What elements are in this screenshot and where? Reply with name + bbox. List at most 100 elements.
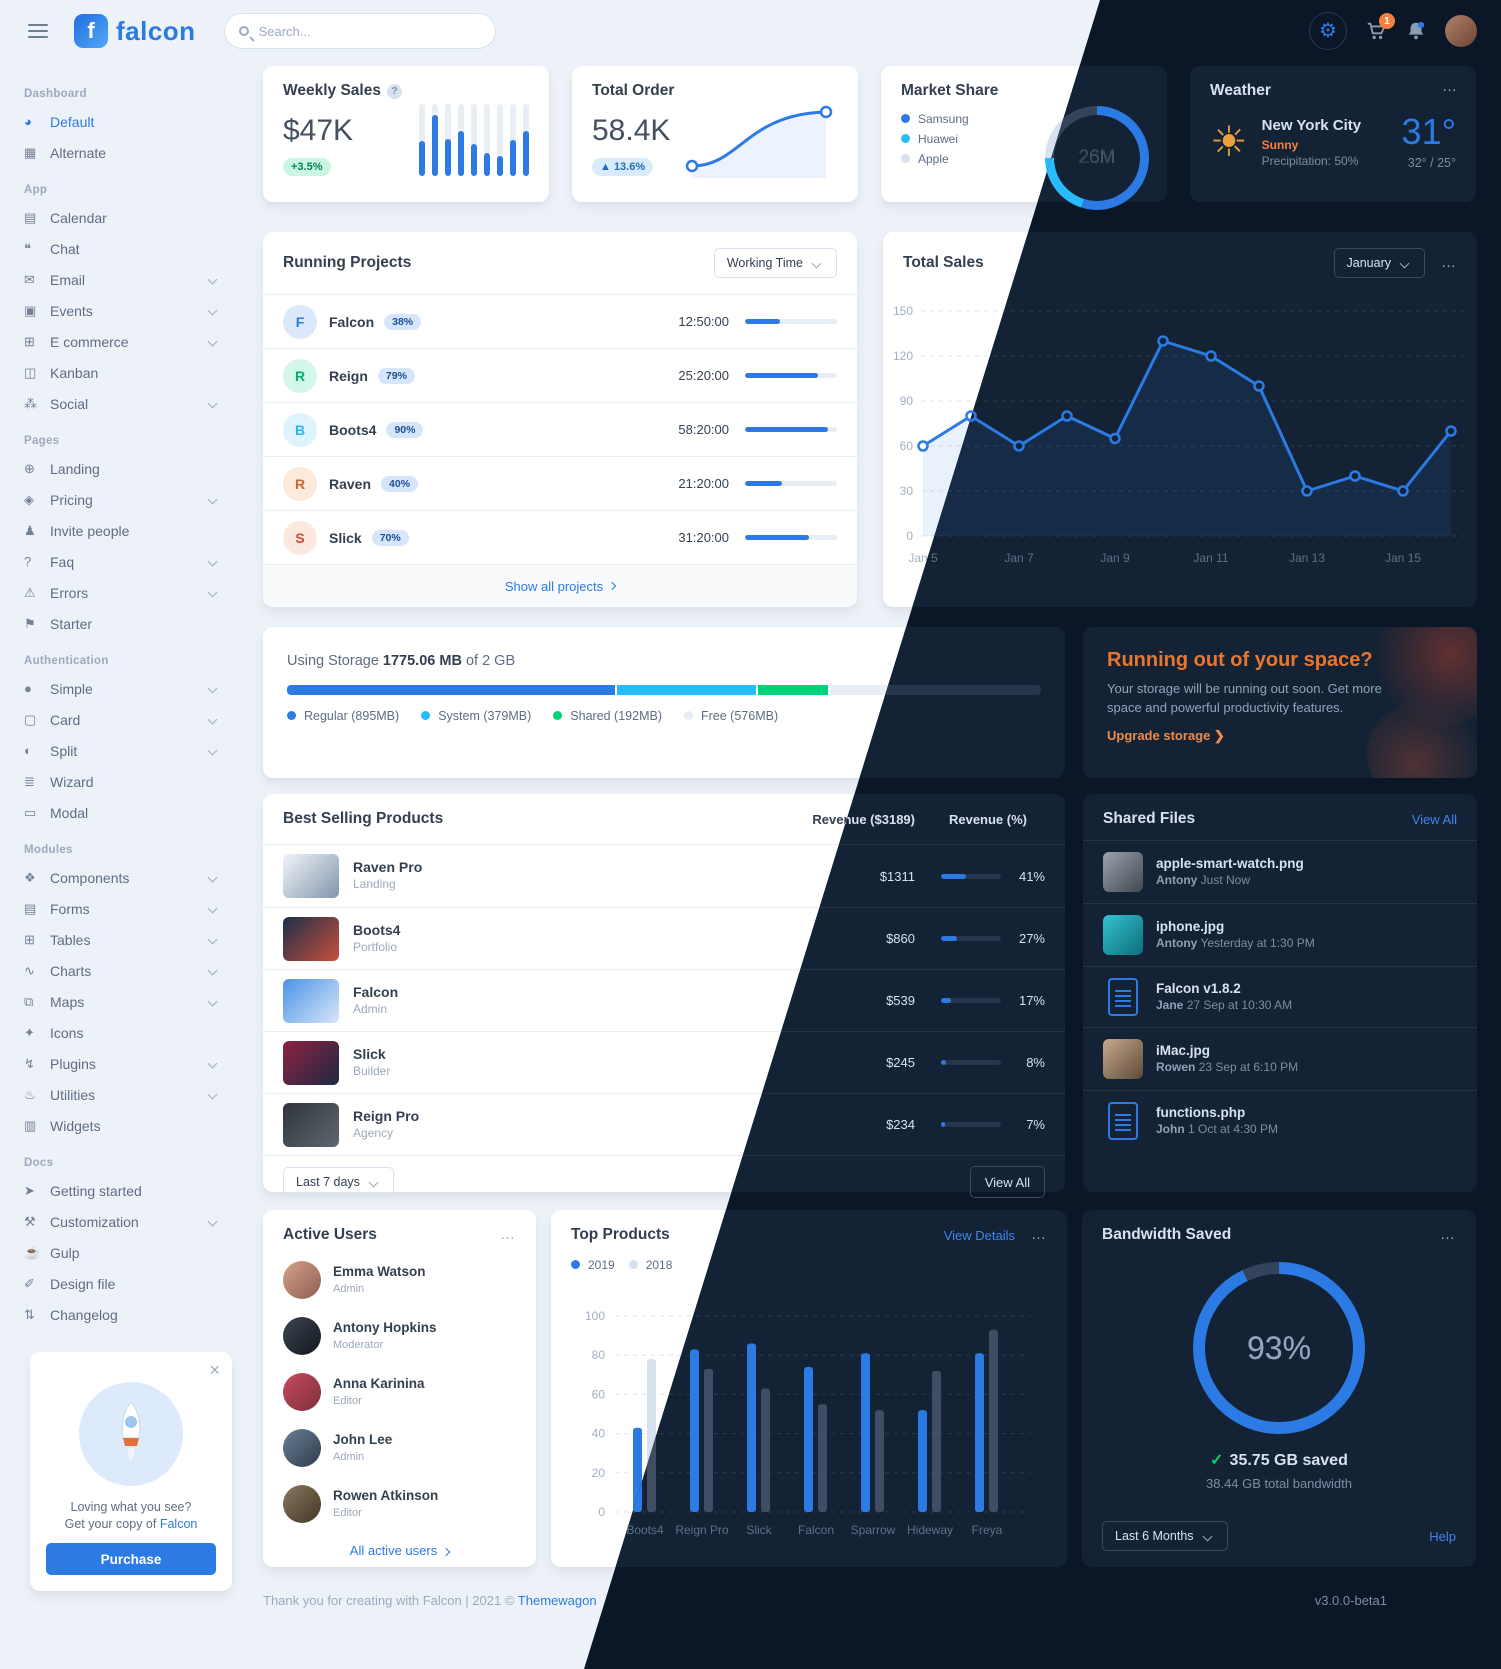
- product-revenue-bar: [941, 936, 1001, 941]
- sidebar-item-forms[interactable]: ▤ Forms: [24, 893, 220, 924]
- market-share-legend-item: Huawei: [901, 132, 1147, 146]
- purchase-button[interactable]: Purchase: [46, 1543, 216, 1575]
- product-revenue-bar: [941, 1060, 1001, 1065]
- sidebar-item-e-commerce[interactable]: ⊞ E commerce: [24, 326, 220, 357]
- sidebar-item-email[interactable]: ✉ Email: [24, 264, 220, 295]
- sidebar-item-changelog[interactable]: ⇅ Changelog: [24, 1299, 220, 1330]
- project-percent-badge: 70%: [371, 529, 409, 546]
- notifications-button[interactable]: [1405, 20, 1427, 42]
- chevron-right-icon: [607, 581, 617, 591]
- upgrade-storage-link[interactable]: Upgrade storage ❯: [1107, 727, 1225, 743]
- active-users-menu-button[interactable]: …: [500, 1226, 516, 1243]
- svg-text:Jan 7: Jan 7: [1004, 551, 1034, 565]
- cart-button[interactable]: 1: [1365, 13, 1395, 42]
- sidebar-item-social[interactable]: ⁂ Social: [24, 388, 220, 419]
- search-input[interactable]: [256, 22, 481, 40]
- sidebar-item-starter[interactable]: ⚑ Starter: [24, 608, 220, 639]
- sidebar-item-kanban[interactable]: ◫ Kanban: [24, 357, 220, 388]
- sidebar-item-landing[interactable]: ⊕ Landing: [24, 453, 220, 484]
- sidebar-item-default[interactable]: ◕ Default: [24, 106, 220, 137]
- view-details-link[interactable]: View Details: [943, 1227, 1015, 1243]
- hamburger-menu-icon[interactable]: [28, 24, 48, 38]
- falcon-link[interactable]: Falcon: [159, 1517, 198, 1531]
- avatar: [283, 1317, 321, 1355]
- sidebar-item-card[interactable]: ▢ Card: [24, 704, 220, 735]
- sidebar-item-invite-people[interactable]: ♟ Invite people: [24, 515, 220, 546]
- sidebar-item-customization[interactable]: ⚒ Customization: [24, 1206, 220, 1237]
- top-products-title: Top Products: [571, 1226, 670, 1243]
- sidebar-item-alternate[interactable]: ▦ Alternate: [24, 137, 220, 168]
- falcon-logo[interactable]: f falcon: [74, 14, 196, 48]
- themewagon-link[interactable]: Themewagon: [517, 1593, 597, 1608]
- sidebar-item-widgets[interactable]: ▥ Widgets: [24, 1110, 220, 1141]
- sidebar-item-tables[interactable]: ⊞ Tables: [24, 924, 220, 955]
- user-row[interactable]: Rowen Atkinson Editor: [263, 1476, 536, 1532]
- user-row[interactable]: Emma Watson Admin: [263, 1252, 536, 1308]
- sidebar-item-icons[interactable]: ✦ Icons: [24, 1017, 220, 1048]
- file-name: iphone.jpg: [1156, 918, 1225, 934]
- getting-started-icon: ➤: [24, 1182, 35, 1198]
- sidebar-item-pricing[interactable]: ◈ Pricing: [24, 484, 220, 515]
- sidebar-item-gulp[interactable]: ☕ Gulp: [24, 1237, 220, 1268]
- user-row[interactable]: Antony Hopkins Moderator: [263, 1308, 536, 1364]
- shared-files-view-all-link[interactable]: View All: [1411, 811, 1457, 827]
- help-link[interactable]: Help: [1429, 1528, 1456, 1544]
- sidebar-item-utilities[interactable]: ♨ Utilities: [24, 1079, 220, 1110]
- chat-icon: ❝: [24, 240, 31, 256]
- working-time-select[interactable]: Working Time: [713, 248, 837, 278]
- help-icon[interactable]: ?: [386, 84, 402, 99]
- market-share-donut: 26M: [1045, 106, 1149, 210]
- product-revenue-bar: [941, 998, 1001, 1003]
- storage-legend: Regular (895MB) System (379MB) Shared (192…: [287, 709, 1041, 723]
- sidebar-item-components[interactable]: ❖ Components: [24, 862, 220, 893]
- sidebar-item-getting-started[interactable]: ➤ Getting started: [24, 1175, 220, 1206]
- settings-button[interactable]: ⚙: [1309, 12, 1347, 50]
- user-row[interactable]: Anna Karinina Editor: [263, 1364, 536, 1420]
- sidebar-item-calendar[interactable]: ▤ Calendar: [24, 202, 220, 233]
- svg-text:Jan 9: Jan 9: [1100, 551, 1130, 565]
- sidebar-item-faq[interactable]: ? Faq: [24, 546, 220, 577]
- sidebar-item-simple[interactable]: ● Simple: [24, 673, 220, 704]
- sidebar-item-modal[interactable]: ▭ Modal: [24, 797, 220, 828]
- project-percent-badge: 90%: [386, 421, 424, 438]
- shared-files-card: Shared Files View All apple-smart-watch.…: [1083, 794, 1477, 1192]
- last-6-months-select[interactable]: Last 6 Months: [1102, 1521, 1228, 1551]
- user-row[interactable]: John Lee Admin: [263, 1420, 536, 1476]
- top-products-menu-button[interactable]: …: [1031, 1226, 1047, 1243]
- product-thumbnail: [283, 916, 339, 961]
- sidebar-item-chat[interactable]: ❝ Chat: [24, 233, 220, 264]
- sidebar-item-split[interactable]: ◐ Split: [24, 735, 220, 766]
- last-7-days-select[interactable]: Last 7 days: [283, 1167, 394, 1197]
- sidebar-item-charts[interactable]: ∿ Charts: [24, 955, 220, 986]
- close-icon[interactable]: ×: [209, 1360, 220, 1380]
- weather-menu-button[interactable]: …: [1442, 78, 1458, 95]
- sidebar-item-events[interactable]: ▣ Events: [24, 295, 220, 326]
- month-select[interactable]: January: [1333, 248, 1425, 278]
- bandwidth-menu-button[interactable]: …: [1440, 1226, 1456, 1243]
- show-all-projects-link[interactable]: Show all projects: [263, 565, 857, 607]
- view-all-button[interactable]: View All: [969, 1166, 1045, 1198]
- sidebar-item-plugins[interactable]: ↯ Plugins: [24, 1048, 220, 1079]
- sidebar-item-maps[interactable]: ⧉ Maps: [24, 986, 220, 1017]
- user-avatar[interactable]: [1445, 15, 1477, 47]
- cart-count-badge: 1: [1379, 13, 1395, 29]
- sidebar-item-wizard[interactable]: ≣ Wizard: [24, 766, 220, 797]
- section-divider: [118, 660, 220, 662]
- total-sales-menu-button[interactable]: …: [1441, 254, 1457, 271]
- sidebar-item-label: Card: [50, 711, 81, 728]
- sidebar-item-design-file[interactable]: ✐ Design file: [24, 1268, 220, 1299]
- product-category: Landing: [353, 877, 396, 891]
- search-box[interactable]: [223, 13, 496, 49]
- all-active-users-link[interactable]: All active users: [349, 1543, 438, 1558]
- sidebar-item-errors[interactable]: ⚠ Errors: [24, 577, 220, 608]
